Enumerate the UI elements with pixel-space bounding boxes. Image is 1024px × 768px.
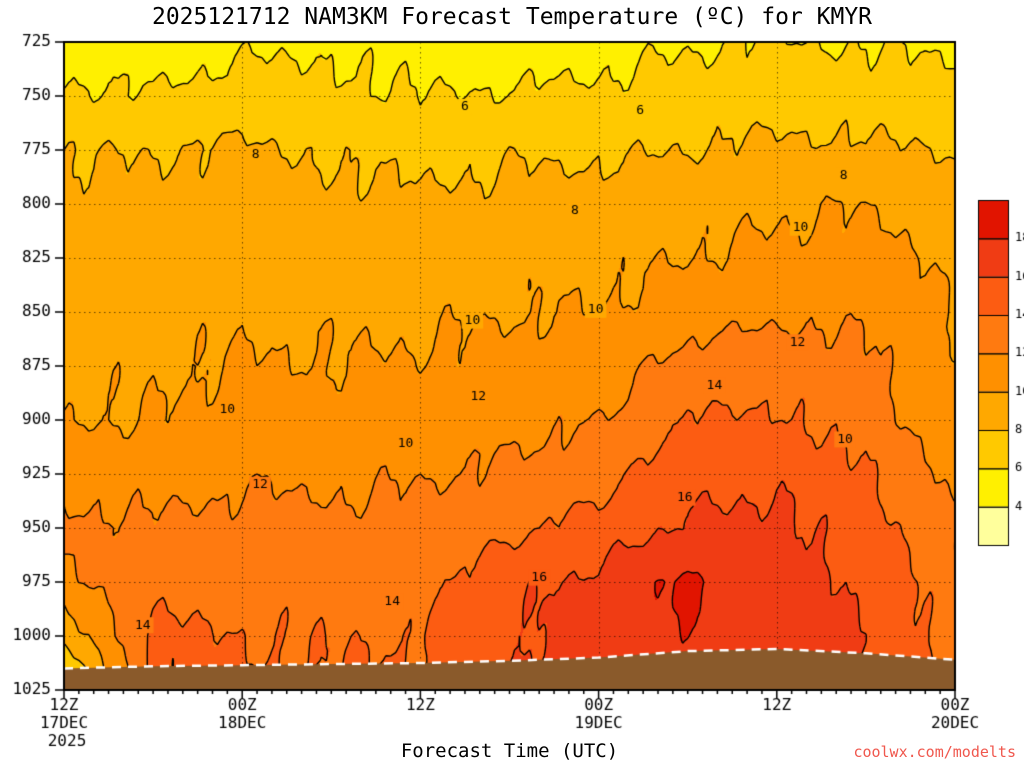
watermark-link[interactable]: coolwx.com/modelts (853, 743, 1016, 761)
x-axis-title: Forecast Time (UTC) (400, 740, 619, 762)
